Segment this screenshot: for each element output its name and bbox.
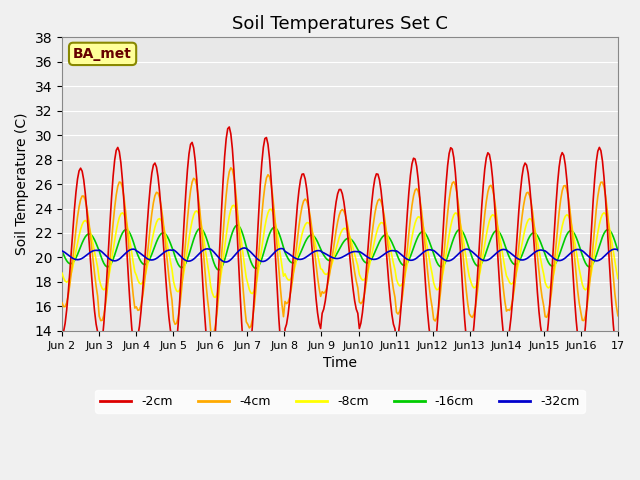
Text: BA_met: BA_met	[73, 47, 132, 61]
Y-axis label: Soil Temperature (C): Soil Temperature (C)	[15, 113, 29, 255]
X-axis label: Time: Time	[323, 356, 357, 370]
Title: Soil Temperatures Set C: Soil Temperatures Set C	[232, 15, 448, 33]
Legend: -2cm, -4cm, -8cm, -16cm, -32cm: -2cm, -4cm, -8cm, -16cm, -32cm	[95, 390, 585, 413]
